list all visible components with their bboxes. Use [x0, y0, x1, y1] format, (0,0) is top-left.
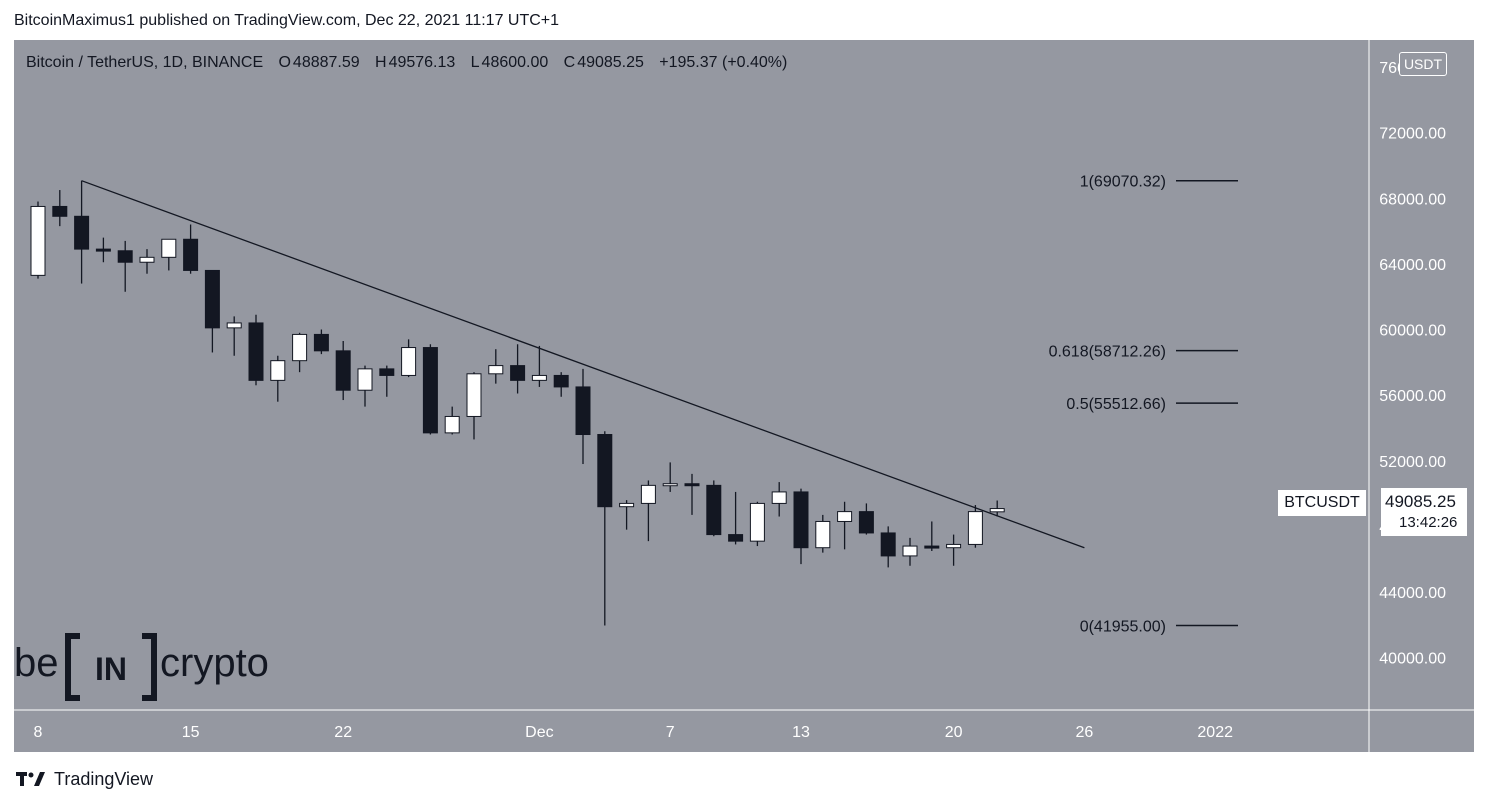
candle-body	[183, 238, 199, 271]
fib-level-label: 0.5(55512.66)	[1066, 396, 1166, 413]
svg-text:be: be	[14, 641, 59, 685]
last-price-value: 49085.25	[1385, 492, 1456, 511]
candle-body	[531, 374, 547, 381]
y-tick-label: 60000.00	[1379, 323, 1446, 340]
candle-body	[967, 511, 983, 545]
svg-text:IN: IN	[95, 651, 127, 687]
close-label: C	[563, 54, 576, 71]
beincrypto-watermark: be IN crypto	[14, 633, 269, 701]
candle-body	[95, 248, 111, 252]
symbol-header: Bitcoin / TetherUS, 1D, BINANCE O 48887.5…	[26, 54, 789, 72]
candle-body	[837, 511, 853, 522]
x-tick-label: 20	[945, 724, 963, 741]
chart-panel[interactable]: 76000.0072000.0068000.0064000.0060000.00…	[14, 40, 1474, 752]
candle-body	[728, 534, 744, 542]
candle-body	[74, 215, 90, 250]
currency-button[interactable]: USDT	[1399, 52, 1447, 76]
candle-body	[248, 322, 264, 381]
fib-level-label: 0(41955.00)	[1080, 619, 1166, 636]
candle-body	[858, 511, 874, 534]
candle-body	[422, 347, 438, 434]
ticker-label: BTCUSDT	[1278, 490, 1366, 516]
candle-body	[771, 491, 787, 504]
candle-body	[706, 484, 722, 536]
candle-body	[924, 545, 940, 549]
candle-body	[379, 368, 395, 376]
candle-body	[270, 360, 286, 381]
x-tick-label: Dec	[525, 724, 553, 741]
open-value: 48887.59	[292, 54, 360, 71]
svg-text:crypto: crypto	[160, 641, 269, 685]
x-tick-label: 26	[1076, 724, 1094, 741]
y-tick-label: 44000.00	[1379, 585, 1446, 602]
x-tick-label: 7	[666, 724, 675, 741]
candle-body	[619, 502, 635, 508]
candle-body	[946, 543, 962, 549]
trendline	[81, 180, 1085, 549]
footer[interactable]: TradingView	[16, 767, 153, 791]
candle-body	[226, 322, 242, 329]
y-tick-label: 68000.00	[1379, 191, 1446, 208]
fib-level-label: 1(69070.32)	[1080, 174, 1166, 191]
high-label: H	[375, 54, 387, 71]
candle-body	[401, 347, 417, 376]
tradingview-brand[interactable]: TradingView	[54, 768, 154, 789]
countdown-value: 13:42:26	[1399, 514, 1458, 531]
candle-body	[662, 483, 678, 487]
x-tick-label: 15	[182, 724, 200, 741]
candle-body	[553, 374, 569, 388]
candle-body	[793, 491, 809, 549]
candle-body	[510, 365, 526, 381]
y-tick-label: 52000.00	[1379, 454, 1446, 471]
price-chart[interactable]: 76000.0072000.0068000.0064000.0060000.00…	[14, 40, 1474, 752]
candle-body	[466, 373, 482, 417]
x-tick-label: 2022	[1197, 724, 1233, 741]
candle-body	[30, 205, 46, 276]
candle-body	[815, 520, 831, 549]
low-label: L	[470, 54, 480, 71]
high-value: 49576.13	[388, 54, 456, 71]
y-tick-label: 72000.00	[1379, 126, 1446, 143]
y-tick-label: 56000.00	[1379, 388, 1446, 405]
candle-body	[444, 415, 460, 434]
candle-body	[989, 508, 1005, 513]
change-value: +195.37 (+0.40%)	[659, 54, 788, 71]
candle-body	[640, 484, 656, 504]
candle-body	[575, 386, 591, 436]
last-price-label: 49085.25 13:42:26	[1381, 488, 1467, 536]
candle-body	[488, 365, 504, 375]
candle-body	[902, 545, 918, 557]
candle-body	[357, 368, 373, 391]
x-tick-label: 22	[334, 724, 352, 741]
candle-body	[880, 532, 896, 557]
candle-body	[684, 483, 700, 487]
low-value: 48600.00	[481, 54, 549, 71]
candle-body	[749, 502, 765, 542]
x-tick-label: 8	[34, 724, 43, 741]
open-label: O	[278, 54, 291, 71]
publisher-line: BitcoinMaximus1 published on TradingView…	[14, 12, 560, 29]
x-tick-label: 13	[792, 724, 810, 741]
close-value: 49085.25	[577, 54, 644, 71]
symbol-name: Bitcoin / TetherUS, 1D, BINANCE	[26, 54, 264, 71]
candle-body	[335, 350, 351, 391]
candle-body	[161, 238, 177, 258]
fib-level-label: 0.618(58712.26)	[1049, 344, 1166, 361]
candle-body	[597, 434, 613, 508]
y-tick-label: 40000.00	[1379, 651, 1446, 668]
candle-body	[313, 333, 329, 352]
y-tick-label: 64000.00	[1379, 257, 1446, 274]
candle-body	[204, 269, 220, 329]
candle-body	[52, 205, 68, 217]
candle-body	[117, 250, 133, 263]
candle-body	[292, 333, 308, 362]
tradingview-logo-icon	[16, 772, 45, 786]
candle-body	[139, 256, 155, 263]
